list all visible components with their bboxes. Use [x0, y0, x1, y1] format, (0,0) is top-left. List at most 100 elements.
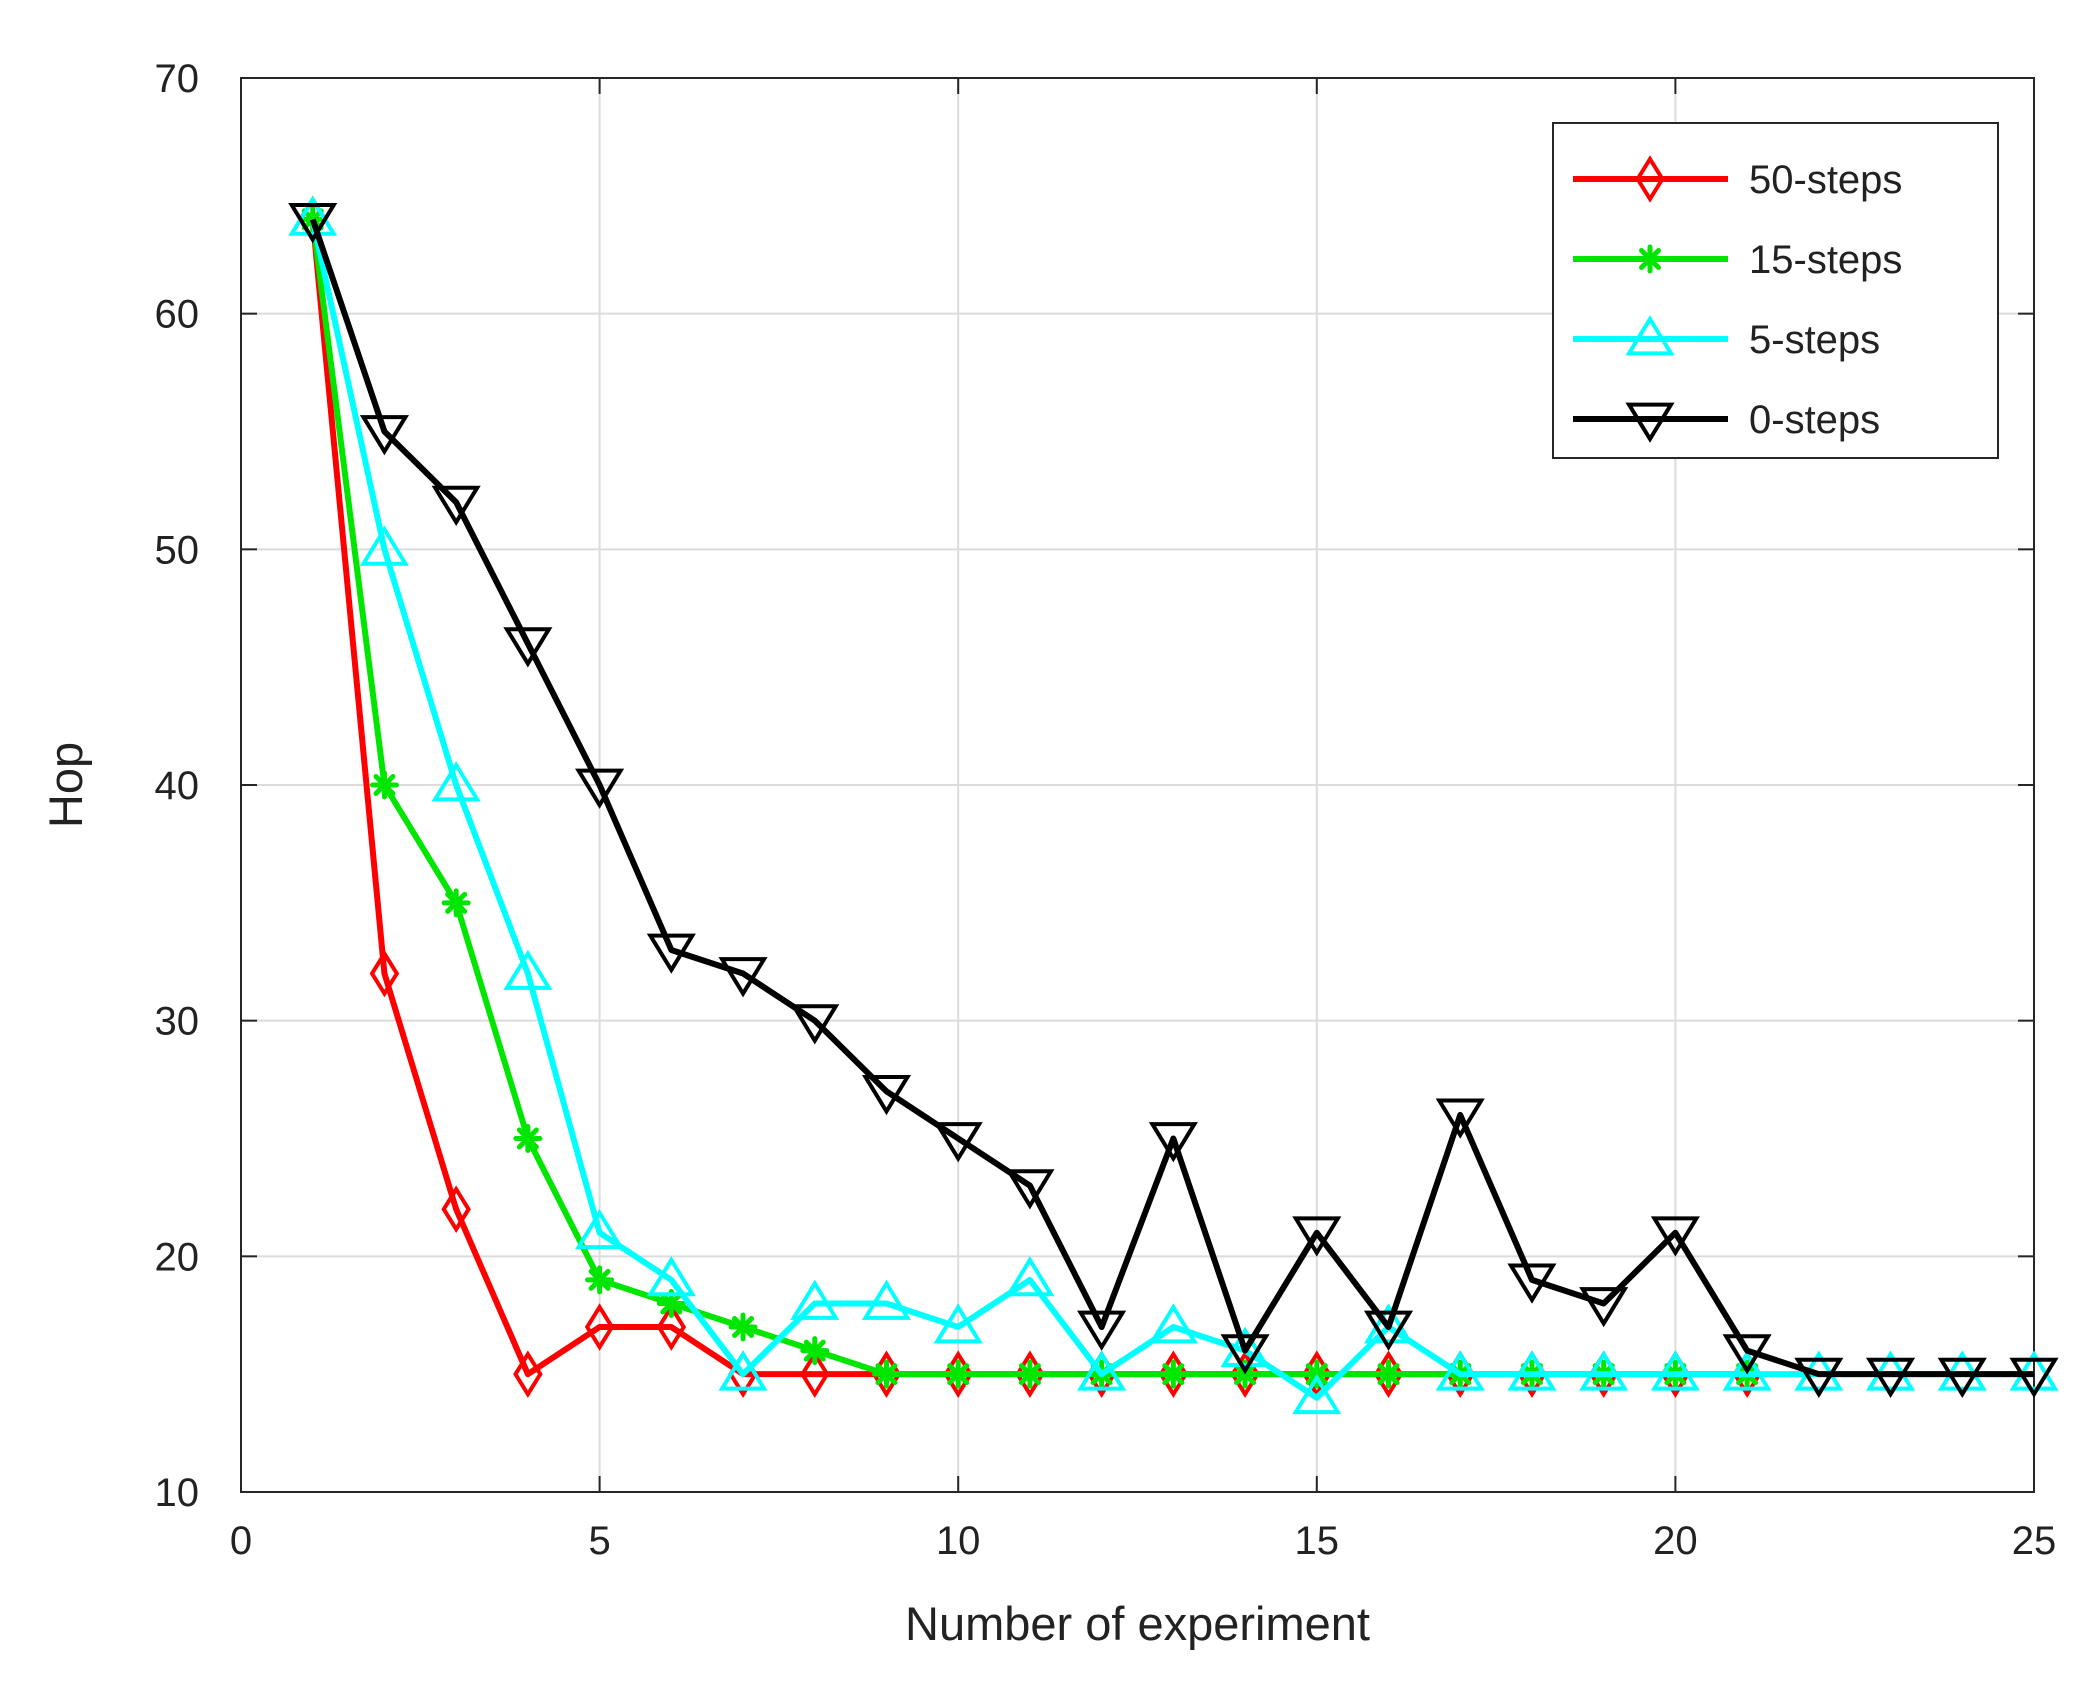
legend-label: 5-steps: [1749, 318, 1880, 362]
data-point-5-steps: [790, 1279, 840, 1320]
data-point-5-steps: [575, 1208, 625, 1250]
y-tick-label: 30: [155, 1000, 200, 1044]
legend-marker: [1635, 155, 1665, 203]
data-point-0-steps: [359, 415, 410, 456]
data-point-15-steps: [728, 1312, 758, 1342]
data-point-0-steps: [1292, 1216, 1342, 1257]
asterisk-stroke: [588, 1268, 611, 1291]
x-tick-label: 25: [2012, 1519, 2057, 1563]
asterisk-stroke: [875, 1363, 898, 1386]
data-point-5-steps: [1077, 1350, 1127, 1391]
asterisk-stroke: [660, 1292, 683, 1315]
data-point-0-steps: [1650, 1216, 1700, 1257]
data-point-0-steps: [861, 1074, 912, 1116]
data-point-5-steps: [933, 1303, 983, 1344]
x-axis-title: Number of experiment: [905, 1597, 1370, 1650]
data-point-15-steps: [441, 888, 471, 918]
data-point-0-steps: [1722, 1334, 1772, 1375]
data-point-0-steps: [288, 203, 338, 244]
data-point-15-steps: [513, 1124, 543, 1153]
data-point-5-steps: [1507, 1350, 1557, 1391]
legend-item: 15-steps: [1573, 238, 1902, 282]
data-point-15-steps: [1374, 1359, 1404, 1389]
asterisk-stroke: [1377, 1363, 1400, 1386]
data-point-0-steps: [431, 485, 481, 527]
legend-item: 5-steps: [1573, 315, 1880, 362]
asterisk-stroke: [947, 1363, 970, 1386]
data-point-5-steps: [861, 1279, 912, 1320]
data-point-0-steps: [1220, 1334, 1270, 1375]
legend-marker: [1625, 315, 1675, 356]
legend-label: 15-steps: [1749, 238, 1902, 282]
data-point-0-steps: [718, 957, 768, 998]
data-point-0-steps: [1005, 1169, 1055, 1210]
asterisk-stroke: [803, 1339, 826, 1362]
asterisk-stroke: [732, 1316, 755, 1339]
y-tick-label: 50: [155, 528, 200, 572]
x-tick-label: 15: [1295, 1519, 1340, 1563]
data-point-5-steps: [1722, 1350, 1772, 1391]
y-tick-label: 10: [155, 1471, 200, 1515]
data-point-5-steps: [1148, 1303, 1198, 1344]
data-point-0-steps: [503, 627, 553, 668]
data-point-0-steps: [2009, 1357, 2059, 1399]
y-tick-label: 70: [155, 57, 200, 101]
asterisk-stroke: [373, 774, 396, 796]
y-axis-title: Hop: [39, 742, 92, 828]
data-point-5-steps: [503, 949, 553, 990]
data-point-0-steps: [790, 1004, 840, 1045]
data-point-0-steps: [1363, 1310, 1414, 1351]
data-point-15-steps: [585, 1265, 615, 1295]
data-point-5-steps: [646, 1256, 696, 1297]
data-point-15-steps: [943, 1359, 973, 1389]
data-point-15-steps: [1015, 1359, 1045, 1389]
asterisk-stroke: [516, 1127, 539, 1150]
x-tick-label: 0: [230, 1519, 252, 1563]
data-point-0-steps: [933, 1122, 983, 1163]
legend: 50-steps 15-steps 5-steps 0-steps: [1552, 122, 1999, 459]
x-tick-label: 20: [1653, 1519, 1698, 1563]
data-point-50-steps: [584, 1303, 615, 1351]
data-point-50-steps: [441, 1185, 471, 1233]
x-tick-label: 10: [936, 1519, 981, 1563]
y-tick-label: 20: [155, 1235, 200, 1279]
data-point-5-steps: [718, 1350, 768, 1391]
legend-label: 50-steps: [1749, 158, 1902, 202]
data-point-15-steps: [800, 1336, 830, 1366]
series-group: [288, 195, 2059, 1415]
data-point-50-steps: [513, 1350, 543, 1398]
asterisk-stroke: [1018, 1363, 1041, 1386]
data-point-0-steps: [646, 933, 696, 974]
series-line-0-steps: [309, 218, 2034, 1378]
data-point-5-steps: [1292, 1373, 1342, 1415]
data-point-0-steps: [1794, 1357, 1844, 1399]
data-point-50-steps: [800, 1350, 830, 1398]
data-point-5-steps: [1435, 1350, 1485, 1391]
data-point-0-steps: [1435, 1098, 1485, 1139]
legend-marker: [1635, 244, 1665, 274]
data-point-0-steps: [1579, 1287, 1629, 1328]
legend-item: 50-steps: [1573, 155, 1902, 203]
data-point-0-steps: [1077, 1310, 1127, 1351]
data-point-0-steps: [1937, 1357, 1987, 1399]
data-point-5-steps: [1005, 1256, 1055, 1297]
data-point-5-steps: [1579, 1350, 1629, 1391]
legend-marker: [1625, 402, 1675, 443]
data-point-50-steps: [369, 949, 400, 998]
asterisk-stroke: [445, 891, 468, 914]
data-point-5-steps: [1363, 1303, 1414, 1344]
data-point-0-steps: [1507, 1263, 1557, 1304]
legend-label: 0-steps: [1749, 398, 1880, 442]
data-point-0-steps: [575, 768, 625, 809]
data-point-0-steps: [1148, 1122, 1198, 1163]
x-tick-label: 5: [588, 1519, 610, 1563]
asterisk-stroke: [1639, 248, 1661, 270]
data-point-15-steps: [871, 1359, 901, 1389]
data-point-5-steps: [359, 525, 410, 566]
data-point-15-steps: [369, 770, 399, 800]
data-point-5-steps: [431, 761, 481, 802]
y-tick-label: 60: [155, 293, 200, 337]
asterisk-stroke: [1162, 1363, 1185, 1386]
data-point-5-steps: [288, 195, 338, 236]
